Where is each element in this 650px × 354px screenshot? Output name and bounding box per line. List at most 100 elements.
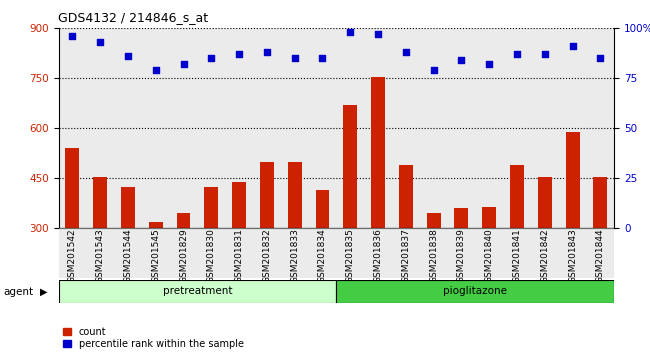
Point: [67, 34, 77, 39]
Bar: [392, 228, 420, 278]
Text: GSM201844: GSM201844: [596, 228, 605, 283]
Bar: [253, 28, 281, 228]
Point: [178, 62, 188, 67]
Bar: [198, 28, 225, 228]
Bar: [343, 105, 358, 228]
Bar: [170, 228, 198, 278]
Point: [95, 40, 105, 45]
Text: GSM201837: GSM201837: [401, 228, 410, 283]
Bar: [531, 228, 559, 278]
Point: [400, 50, 411, 55]
Bar: [337, 228, 364, 278]
Bar: [204, 187, 218, 228]
Text: GSM201840: GSM201840: [485, 228, 494, 283]
Bar: [558, 228, 586, 278]
Text: GSM201545: GSM201545: [151, 228, 161, 283]
Bar: [58, 280, 337, 303]
Text: GSM201831: GSM201831: [235, 228, 244, 283]
Bar: [315, 190, 330, 228]
Bar: [371, 77, 385, 228]
Text: GSM201838: GSM201838: [429, 228, 438, 283]
Bar: [93, 177, 107, 228]
Bar: [420, 28, 447, 228]
Bar: [170, 28, 198, 228]
Point: [234, 51, 244, 57]
Bar: [503, 28, 531, 228]
Text: GSM201836: GSM201836: [374, 228, 383, 283]
Bar: [337, 280, 614, 303]
Bar: [586, 28, 614, 228]
Bar: [447, 228, 475, 278]
Point: [595, 56, 606, 61]
Bar: [566, 132, 580, 228]
Bar: [447, 28, 475, 228]
Text: pioglitazone: pioglitazone: [443, 286, 507, 296]
Bar: [58, 228, 86, 278]
Text: GSM201842: GSM201842: [540, 228, 549, 283]
Text: GSM201544: GSM201544: [124, 228, 133, 283]
Text: ▶: ▶: [40, 287, 48, 297]
Bar: [198, 228, 225, 278]
Bar: [288, 162, 302, 228]
Bar: [454, 208, 469, 228]
Bar: [420, 228, 447, 278]
Text: GSM201832: GSM201832: [263, 228, 272, 283]
Bar: [149, 222, 162, 228]
Bar: [226, 28, 253, 228]
Point: [428, 68, 439, 73]
Bar: [177, 213, 190, 228]
Bar: [142, 28, 170, 228]
Text: GSM201543: GSM201543: [96, 228, 105, 283]
Bar: [482, 207, 496, 228]
Bar: [538, 177, 552, 228]
Bar: [531, 28, 559, 228]
Bar: [503, 228, 531, 278]
Point: [373, 32, 384, 37]
Bar: [364, 28, 392, 228]
Bar: [558, 28, 586, 228]
Text: agent: agent: [3, 287, 33, 297]
Text: GSM201830: GSM201830: [207, 228, 216, 283]
Text: GSM201841: GSM201841: [512, 228, 521, 283]
Point: [289, 56, 300, 61]
Point: [456, 57, 467, 63]
Bar: [593, 177, 607, 228]
Text: GSM201542: GSM201542: [68, 228, 77, 283]
Bar: [86, 228, 114, 278]
Point: [345, 29, 356, 35]
Bar: [66, 148, 79, 228]
Point: [262, 50, 272, 55]
Bar: [260, 162, 274, 228]
Text: GSM201829: GSM201829: [179, 228, 188, 283]
Bar: [337, 28, 364, 228]
Bar: [121, 187, 135, 228]
Point: [567, 44, 578, 49]
Text: GSM201839: GSM201839: [457, 228, 466, 283]
Point: [512, 51, 522, 57]
Point: [317, 56, 328, 61]
Bar: [281, 28, 309, 228]
Bar: [281, 228, 309, 278]
Point: [151, 68, 161, 73]
Legend: count, percentile rank within the sample: count, percentile rank within the sample: [63, 327, 244, 349]
Text: GSM201835: GSM201835: [346, 228, 355, 283]
Bar: [142, 228, 170, 278]
Text: GSM201834: GSM201834: [318, 228, 327, 283]
Bar: [475, 228, 503, 278]
Bar: [114, 228, 142, 278]
Bar: [253, 228, 281, 278]
Bar: [475, 28, 503, 228]
Point: [123, 53, 133, 59]
Bar: [309, 228, 337, 278]
Bar: [58, 28, 86, 228]
Bar: [586, 228, 614, 278]
Text: pretreatment: pretreatment: [162, 286, 232, 296]
Bar: [399, 165, 413, 228]
Text: GSM201843: GSM201843: [568, 228, 577, 283]
Bar: [364, 228, 392, 278]
Bar: [392, 28, 420, 228]
Bar: [510, 165, 524, 228]
Bar: [232, 182, 246, 228]
Bar: [309, 28, 337, 228]
Point: [540, 51, 550, 57]
